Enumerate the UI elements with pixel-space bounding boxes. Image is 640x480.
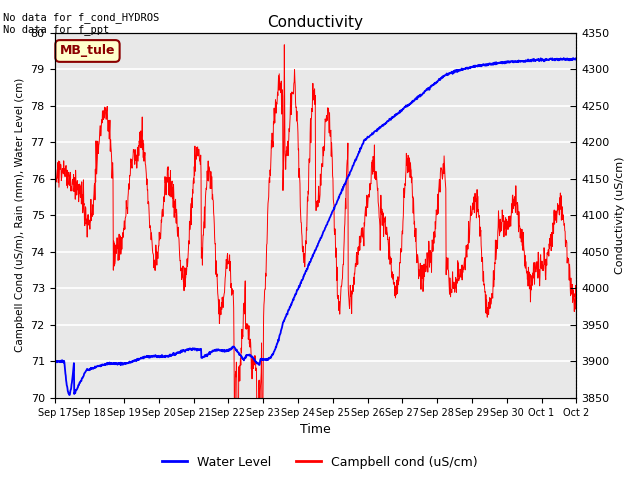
Water Level (438, 74, 446, 80)
Y-axis label: Campbell Cond (uS/m), Rain (mm), Water Level (cm): Campbell Cond (uS/m), Rain (mm), Water L… (15, 78, 25, 352)
Legend: Water Level, Campbell cond (uS/cm): Water Level, Campbell cond (uS/cm) (157, 451, 483, 474)
Water Level (132, 358, 140, 364)
Campbell cond (uS/cm) (573, 295, 580, 301)
Water Level (51, 358, 58, 363)
Water Level (302, 269, 310, 275)
Water Level (573, 56, 580, 61)
Water Level (66, 392, 74, 398)
Water Level (515, 59, 523, 65)
Text: MB_tule: MB_tule (60, 45, 115, 58)
Campbell cond (uS/cm) (280, 42, 288, 48)
Line: Campbell cond (uS/cm): Campbell cond (uS/cm) (54, 45, 577, 480)
Campbell cond (uS/cm) (132, 152, 140, 158)
Campbell cond (uS/cm) (439, 173, 447, 179)
Y-axis label: Conductivity (uS/cm): Conductivity (uS/cm) (615, 156, 625, 274)
Title: Conductivity: Conductivity (268, 15, 364, 30)
Water Level (566, 57, 574, 63)
Line: Water Level: Water Level (54, 58, 577, 395)
Campbell cond (uS/cm) (566, 284, 574, 290)
Campbell cond (uS/cm) (302, 241, 310, 247)
X-axis label: Time: Time (300, 423, 331, 436)
Campbell cond (uS/cm) (292, 104, 300, 110)
Text: No data for f_cond_HYDROS
No data for f_ppt: No data for f_cond_HYDROS No data for f_… (3, 12, 159, 36)
Campbell cond (uS/cm) (51, 195, 58, 201)
Water Level (560, 55, 568, 61)
Water Level (292, 291, 300, 297)
Campbell cond (uS/cm) (515, 223, 523, 229)
